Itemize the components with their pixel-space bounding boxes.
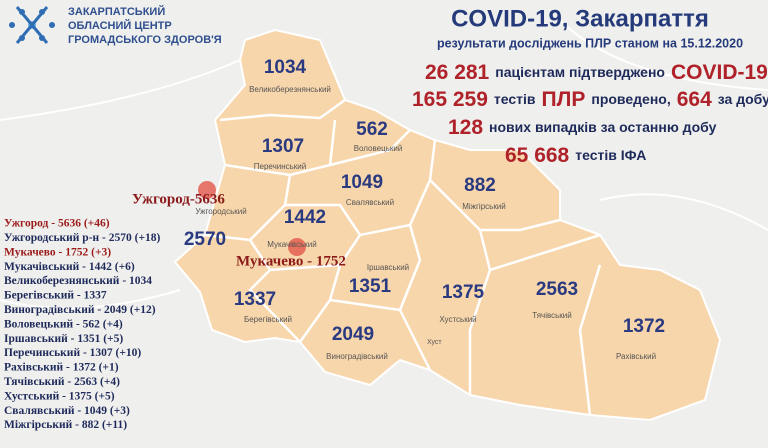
list-item: Виноградівський - 2049 (+12) <box>4 304 156 316</box>
list-item: Мукачево - 1752 (+3) <box>4 246 111 258</box>
region-value: 1375 <box>442 282 485 303</box>
city-label: Хуст <box>427 339 442 346</box>
subtitle: результати досліджень ПЛР станом на 15.1… <box>437 36 743 50</box>
city-label: Ужгород-5636 <box>132 191 225 207</box>
stat-text: тестів ІФА <box>575 147 646 163</box>
region-value: 2049 <box>332 324 374 345</box>
region-value: 1307 <box>262 136 304 157</box>
list-item: Ужгород - 5636 (+46) <box>4 218 110 230</box>
region-name: Перечинський <box>254 162 307 171</box>
stat-line: 26 281 пацієнтам підтверджено COVID-19 <box>425 61 768 84</box>
list-item: Міжгірський - 882 (+11) <box>4 419 127 431</box>
region-value: 1049 <box>341 172 383 193</box>
title: COVID-19, Закарпаття <box>451 5 709 32</box>
region-value: 562 <box>356 119 388 140</box>
list-item: Берегівський - 1337 <box>4 290 107 302</box>
org-name: ЗАКАРПАТСЬКИЙ <box>68 5 165 18</box>
stat-text: за добу <box>718 91 768 107</box>
list-item: Великоберезнянський - 1034 <box>4 275 152 287</box>
region-value: 1372 <box>623 316 665 337</box>
region-name: Іршавський <box>367 263 409 272</box>
list-item: Хустський - 1375 (+5) <box>4 390 115 402</box>
list-item: Іршавський - 1351 (+5) <box>4 333 123 345</box>
district-borders <box>204 98 602 416</box>
region-value: 882 <box>464 175 496 196</box>
region-name: Міжгірський <box>462 202 506 211</box>
list-item: Ужгородський р-н - 2570 (+18) <box>4 232 160 244</box>
list-item: Тячівський - 2563 (+4) <box>4 376 120 388</box>
logo <box>9 6 55 44</box>
region-name: Берегівський <box>244 315 292 324</box>
city-markers <box>198 181 306 256</box>
list-item: Свалявський - 1049 (+3) <box>4 405 130 417</box>
roads <box>0 19 768 309</box>
region-name: Ужгородський <box>195 207 246 216</box>
stat-line: 165 259 тестів ПЛР проведено, 664 за добу <box>412 88 768 111</box>
stat-value: 165 259 <box>412 88 488 111</box>
region-value: 1351 <box>349 276 392 297</box>
region-value: 1034 <box>264 57 307 78</box>
region-value: 2563 <box>536 279 578 300</box>
region-name: Мукачівський <box>267 240 316 249</box>
stat-line: 65 668 тестів ІФА <box>505 144 646 167</box>
list-item: Воловецький - 562 (+4) <box>4 318 123 330</box>
region-name: Хустський <box>439 315 476 324</box>
stat-text: пацієнтам підтверджено <box>495 64 665 80</box>
stat-value: 65 668 <box>505 144 570 167</box>
region-name: Великоберезнянський <box>249 85 331 94</box>
region-name: Виноградівський <box>326 352 388 361</box>
stat-value: 26 281 <box>425 61 490 84</box>
region-name: Свалявський <box>346 198 394 207</box>
stat-text: проведено, <box>591 91 670 107</box>
stat-value: COVID-19 <box>671 61 768 84</box>
stat-value: ПЛР <box>542 88 586 111</box>
region-name: Тячівський <box>532 311 571 320</box>
region-value: 1442 <box>284 207 326 228</box>
list-item: Мукачівський - 1442 (+6) <box>4 261 135 273</box>
region-value: 1337 <box>234 289 276 310</box>
stat-line: 128 нових випадків за останню добу <box>448 116 717 139</box>
org-name: ГРОМАДСЬКОГО ЗДОРОВ'Я <box>68 34 222 46</box>
city-label: Мукачево - 1752 <box>236 253 346 269</box>
stat-value: 664 <box>677 88 712 111</box>
org-name: ОБЛАСНИЙ ЦЕНТР <box>68 19 172 32</box>
region-name: Воловецький <box>354 144 403 153</box>
list-item: Перечинський - 1307 (+10) <box>4 347 141 359</box>
region-name: Рахівський <box>616 352 656 361</box>
region-value: 2570 <box>184 229 226 250</box>
list-item: Рахівський - 1372 (+1) <box>4 362 119 374</box>
stat-text: нових випадків за останню добу <box>489 119 717 135</box>
stat-text: тестів <box>494 91 536 107</box>
stat-value: 128 <box>448 116 483 139</box>
